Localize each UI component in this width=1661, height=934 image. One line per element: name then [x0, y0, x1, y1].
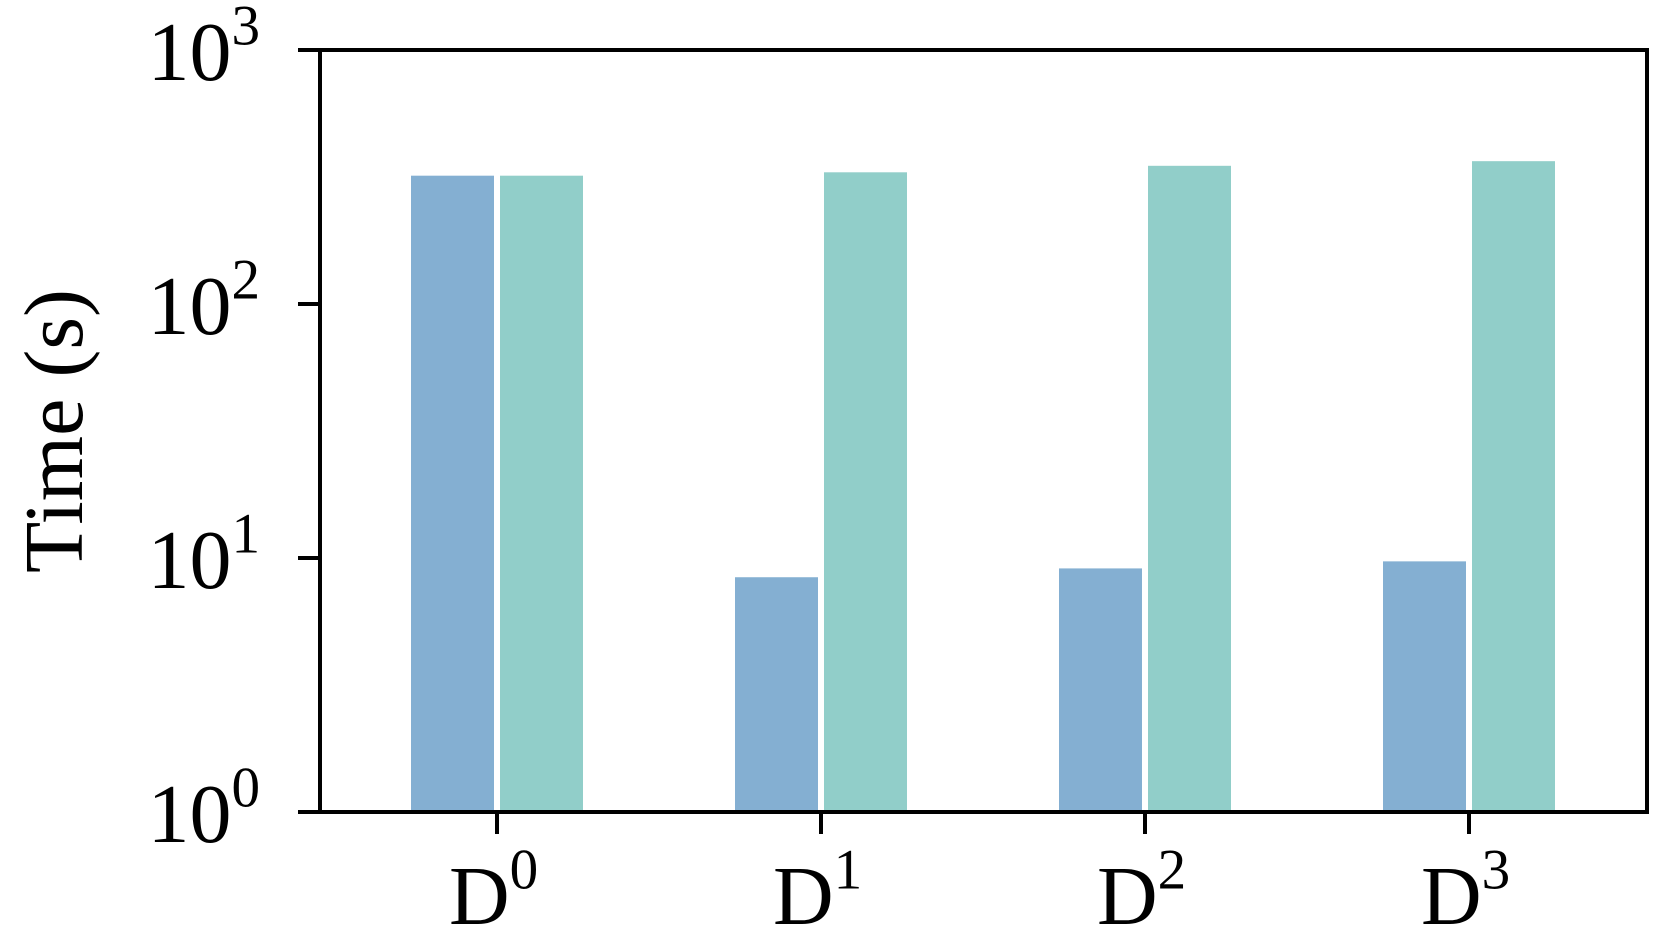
- x-tick-label-1-exponent: 1: [834, 839, 863, 902]
- bar-series-1-1: [735, 577, 818, 812]
- y-tick-label-2-base: 10: [147, 260, 231, 353]
- x-axis: D0 D1 D2 D3: [449, 812, 1510, 934]
- x-tick-label-3-exponent: 3: [1482, 839, 1511, 902]
- x-tick-label-0-exponent: 0: [510, 839, 539, 902]
- x-tick-label-0-base: D: [449, 850, 510, 934]
- bar-series-1-2: [1059, 568, 1142, 812]
- x-tick-label-2: D2: [1097, 839, 1186, 934]
- bar-series-2-3: [1472, 161, 1555, 812]
- y-tick-label-3-base: 10: [147, 6, 231, 99]
- y-tick-label-1-exponent: 1: [231, 503, 260, 566]
- plot-frame: [318, 48, 1649, 814]
- x-tick-label-0: D0: [449, 839, 538, 934]
- y-tick-label-0-base: 10: [147, 768, 231, 861]
- x-tick-label-2-base: D: [1097, 850, 1158, 934]
- bar-series-2-1: [824, 172, 907, 812]
- x-tick-label-1-base: D: [773, 850, 834, 934]
- y-tick-label-0-exponent: 0: [231, 757, 260, 820]
- y-tick-label-3-exponent: 3: [231, 0, 260, 58]
- y-tick-label-1: 101: [147, 503, 260, 607]
- y-tick-label-2-exponent: 2: [231, 249, 260, 312]
- x-tick-label-3-base: D: [1421, 850, 1482, 934]
- y-tick-label-1-base: 10: [147, 514, 231, 607]
- bars-layer: [411, 161, 1555, 813]
- bar-series-1-3: [1383, 561, 1466, 812]
- bar-series-2-0: [500, 175, 583, 813]
- y-axis-label: Time (s): [8, 289, 101, 573]
- bar-series-2-2: [1148, 165, 1231, 813]
- x-tick-label-3: D3: [1421, 839, 1510, 934]
- y-tick-label-0: 100: [147, 757, 260, 861]
- y-tick-label-3: 103: [147, 0, 260, 99]
- y-tick-label-2: 102: [147, 249, 260, 353]
- bar-series-1-0: [411, 175, 494, 813]
- x-tick-label-2-exponent: 2: [1158, 839, 1187, 902]
- x-tick-label-1: D1: [773, 839, 862, 934]
